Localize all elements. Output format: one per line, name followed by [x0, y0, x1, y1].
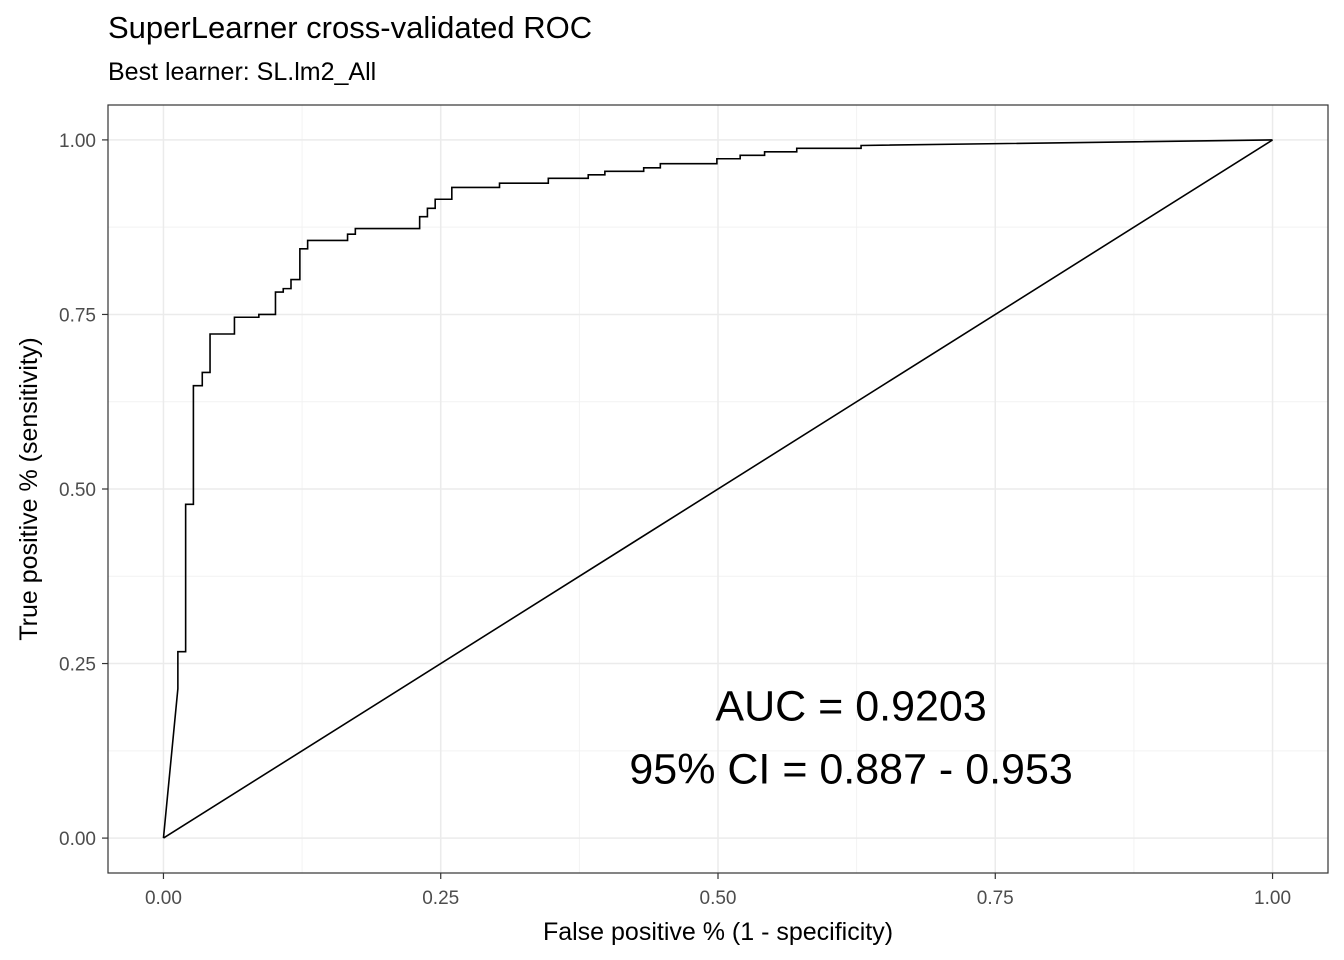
y-tick-label: 0.75 [59, 305, 96, 326]
x-tick-label: 1.00 [1254, 888, 1291, 909]
x-axis-title: False positive % (1 - specificity) [543, 918, 893, 946]
y-tick-label: 1.00 [59, 131, 96, 152]
reference-diagonal [163, 139, 1273, 839]
y-tick-label: 0.00 [59, 829, 96, 850]
ci-annotation: 95% CI = 0.887 - 0.953 [629, 745, 1072, 793]
y-tick-label: 0.50 [59, 480, 96, 501]
auc-annotation: AUC = 0.9203 [715, 682, 986, 730]
x-tick-label: 0.25 [422, 888, 459, 909]
chart-subtitle: Best learner: SL.lm2_All [108, 58, 377, 86]
x-tick-label: 0.00 [145, 888, 182, 909]
y-axis-title: True positive % (sensitivity) [15, 337, 43, 640]
x-tick-label: 0.50 [700, 888, 737, 909]
y-tick-label: 0.25 [59, 655, 96, 676]
x-tick-label: 0.75 [977, 888, 1014, 909]
chart-title: SuperLearner cross-validated ROC [108, 10, 593, 45]
roc-curve [162, 139, 1273, 839]
